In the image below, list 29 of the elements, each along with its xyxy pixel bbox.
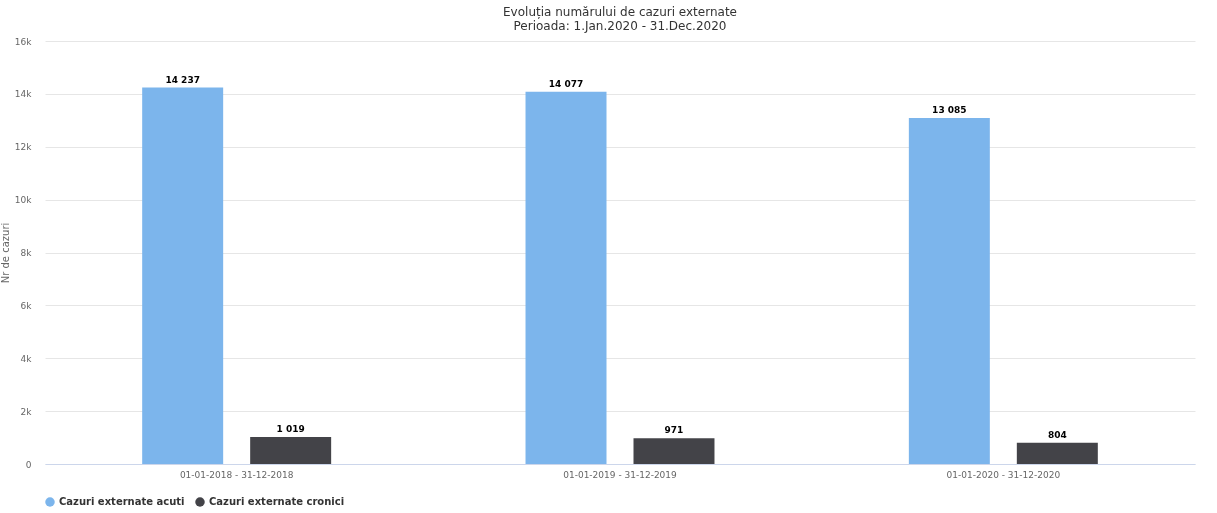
data-label: 14 077 [548,78,584,89]
bar [525,91,607,464]
bar [250,437,332,464]
y-tick-label: 4k [20,353,33,364]
y-tick-label: 16k [14,36,33,47]
y-tick-label: 14k [14,89,33,100]
data-label: 1 019 [276,424,305,435]
data-label: 971 [664,425,684,436]
data-label: 804 [1047,429,1067,440]
y-tick-label: 8k [20,248,33,258]
bar [142,87,224,464]
y-tick-label: 2k [20,406,33,417]
y-tick-label: 0 [25,459,32,470]
x-tick-label: 01-01-2019 - 31-12-2019 [563,469,678,480]
legend-label: Cazuri externate acuti [59,496,185,507]
data-label: 13 085 [932,105,967,116]
text: Evoluția numărului de cazuri externate [503,5,737,19]
data-label: 14 237 [165,74,200,85]
y-axis-title: Nr de cazuri [0,222,11,284]
x-tick-label: 01-01-2020 - 31-12-2020 [946,469,1061,480]
y-tick-label: 12k [14,142,33,153]
y-tick-label: 10k [14,195,33,206]
y-tick-label: 6k [20,300,33,311]
bar [633,438,715,464]
text: Perioada: 1.Jan.2020 - 31.Dec.2020 [513,19,727,33]
x-tick-label: 01-01-2018 - 31-12-2018 [179,469,294,480]
bar [1016,442,1098,464]
bar [908,118,990,464]
legend-label: Cazuri externate cronici [209,496,345,507]
